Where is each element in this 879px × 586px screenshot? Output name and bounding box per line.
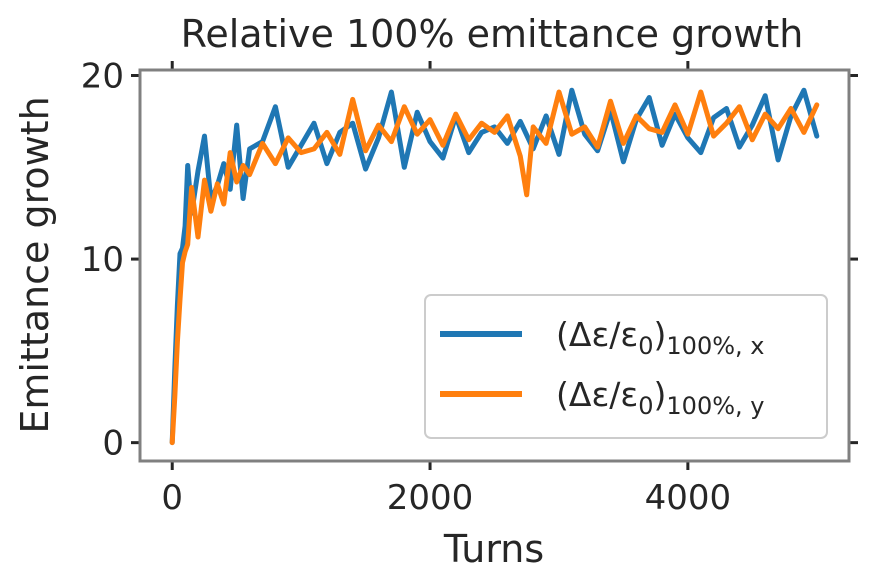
chart-title: Relative 100% emittance growth [181, 12, 804, 56]
y-axis-label: Emittance growth [13, 96, 57, 433]
y-tick-label-0: 0 [102, 424, 124, 464]
y-tick-label-1: 10 [81, 240, 124, 280]
y-tick-label-2: 20 [81, 57, 124, 97]
legend-label-x: (Δε/ε0)100%, x [556, 315, 764, 360]
legend-label-y: (Δε/ε0)100%, y [556, 375, 764, 420]
series-lines [169, 87, 820, 446]
tick-labels: 0 2000 4000 0 10 20 [81, 57, 731, 518]
legend-box [424, 294, 828, 439]
x-tick-label-2: 4000 [645, 478, 732, 518]
plot-frame [138, 68, 851, 463]
legend: (Δε/ε0)100%, x (Δε/ε0)100%, y [424, 294, 828, 439]
series-line-y [169, 89, 820, 446]
x-axis-label: Turns [443, 527, 544, 571]
x-tick-label-0: 0 [161, 478, 183, 518]
x-tick-label-1: 2000 [387, 478, 474, 518]
